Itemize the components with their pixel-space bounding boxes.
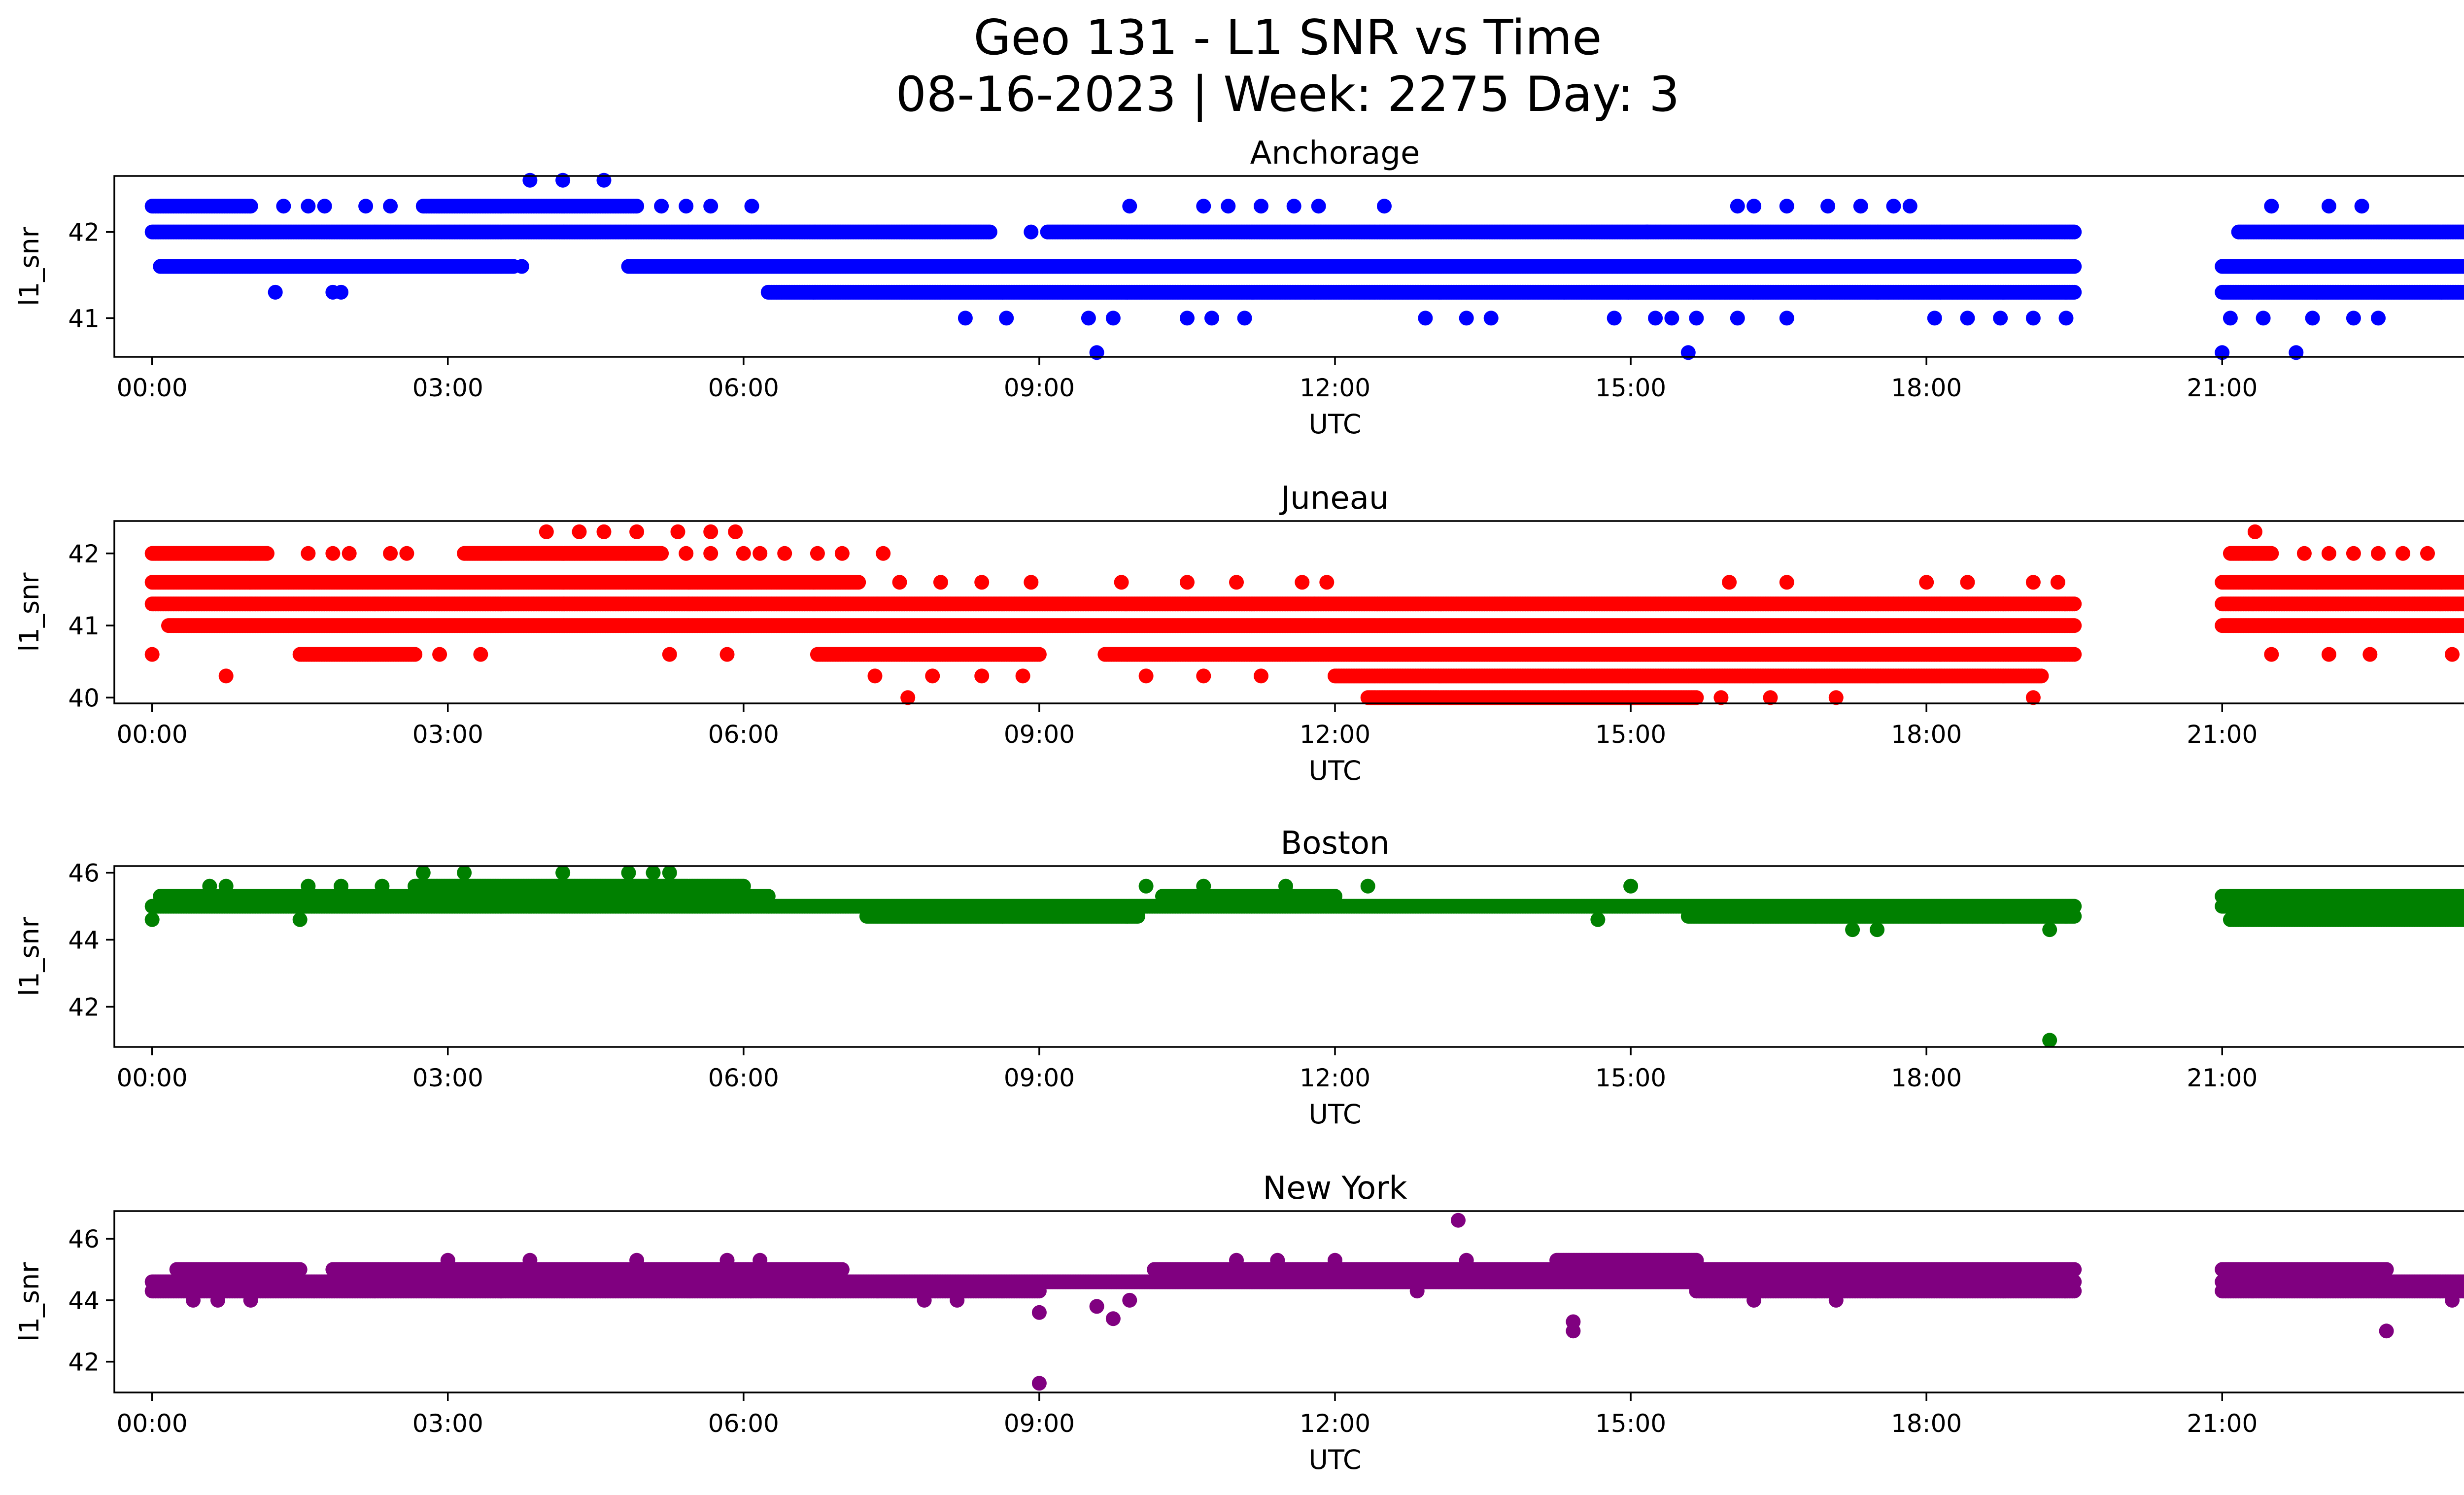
- data-point: [2321, 199, 2336, 214]
- data-point: [1927, 311, 1942, 326]
- figure-title-line-2: 08-16-2023 | Week: 2275 Day: 3: [896, 67, 1680, 123]
- data-point: [1730, 199, 1745, 214]
- data-point: [1311, 199, 1326, 214]
- y-tick-label: 41: [68, 304, 100, 333]
- data-point: [2067, 284, 2082, 300]
- data-point: [1459, 311, 1474, 326]
- data-point: [2067, 224, 2082, 240]
- panel-title: Anchorage: [1250, 135, 1420, 172]
- data-point: [1689, 311, 1704, 326]
- data-point: [1237, 311, 1252, 326]
- data-point: [2264, 199, 2279, 214]
- data-point: [358, 199, 374, 214]
- data-point: [1960, 311, 1975, 326]
- data-point: [1746, 199, 1762, 214]
- data-point: [1089, 345, 1104, 360]
- data-point: [999, 311, 1014, 326]
- data-point: [276, 199, 291, 214]
- data-point: [514, 259, 529, 274]
- data-point: [1648, 311, 1663, 326]
- subplot-grid: 00:00 03:00 06:00 09:00 12:00 15:00 18:00 21:00…: [14, 135, 2464, 1475]
- x-tick-label: 15:00: [1595, 374, 1666, 402]
- data-point: [1180, 311, 1195, 326]
- x-tick-label: 12:00: [1300, 374, 1370, 402]
- data-point: [1024, 224, 1039, 240]
- data-point: [1254, 199, 1268, 214]
- data-point: [851, 575, 866, 590]
- data-point: [2461, 226, 2464, 238]
- data-point: [2067, 259, 2082, 274]
- data-point: [317, 199, 332, 214]
- data-point: [1204, 311, 1219, 326]
- data-point: [1993, 311, 2008, 326]
- data-point: [1680, 345, 1696, 360]
- x-tick-label: 21:00: [2187, 374, 2258, 402]
- y-axis-label: l1_snr: [14, 226, 45, 306]
- data-point: [1483, 311, 1499, 326]
- data-point: [2305, 311, 2320, 326]
- data-point: [1820, 199, 1836, 214]
- data-point: [703, 199, 719, 214]
- data-point: [596, 173, 612, 188]
- data-point: [1607, 311, 1622, 326]
- data-point: [1221, 199, 1236, 214]
- x-axis-label: UTC: [1308, 409, 1361, 440]
- data-point: [679, 199, 694, 214]
- data-point: [2289, 345, 2304, 360]
- data-point: [243, 199, 258, 214]
- data-point: [1886, 199, 1901, 214]
- data-point: [522, 173, 538, 188]
- data-point: [1730, 311, 1745, 326]
- data-point: [2354, 199, 2369, 214]
- data-point: [268, 284, 283, 300]
- data-point: [958, 311, 973, 326]
- data-point: [2223, 311, 2238, 326]
- data-point: [2025, 311, 2041, 326]
- data-point: [629, 199, 645, 214]
- data-point: [1286, 199, 1301, 214]
- panel-anchorage: 00:00 03:00 06:00 09:00 12:00 15:00 18:00 21:00…: [14, 135, 2464, 440]
- data-point: [2371, 311, 2386, 326]
- figure-title-line-1: Geo 131 - L1 SNR vs Time: [974, 10, 1602, 66]
- data-point: [1377, 199, 1392, 214]
- x-tick-label: 09:00: [1004, 374, 1075, 402]
- data-point: [555, 173, 571, 188]
- x-tick-label: 18:00: [1891, 374, 1962, 402]
- data-point: [2256, 311, 2271, 326]
- x-tick-label: 00:00: [117, 374, 188, 402]
- data-point: [1418, 311, 1433, 326]
- data-point: [1105, 311, 1121, 326]
- data-point: [982, 224, 997, 240]
- y-tick-label: 42: [68, 218, 100, 247]
- data-point: [1196, 199, 1211, 214]
- data-point: [2058, 311, 2074, 326]
- data-point: [654, 199, 669, 214]
- data-point: [1853, 199, 1868, 214]
- series-anchorage: [144, 173, 2464, 360]
- data-point: [1664, 311, 1679, 326]
- data-point: [2463, 228, 2464, 236]
- data-point: [1902, 199, 1917, 214]
- data-point: [1081, 311, 1096, 326]
- data-point: [383, 199, 398, 214]
- data-point: [744, 199, 759, 214]
- data-point: [334, 284, 349, 300]
- data-point: [1779, 311, 1794, 326]
- data-point: [2346, 311, 2361, 326]
- x-tick-label: 03:00: [412, 374, 483, 402]
- data-point: [1122, 199, 1137, 214]
- data-point: [301, 199, 316, 214]
- data-point: [1640, 224, 1655, 240]
- x-tick-label: 06:00: [708, 374, 779, 402]
- data-point: [1779, 199, 1794, 214]
